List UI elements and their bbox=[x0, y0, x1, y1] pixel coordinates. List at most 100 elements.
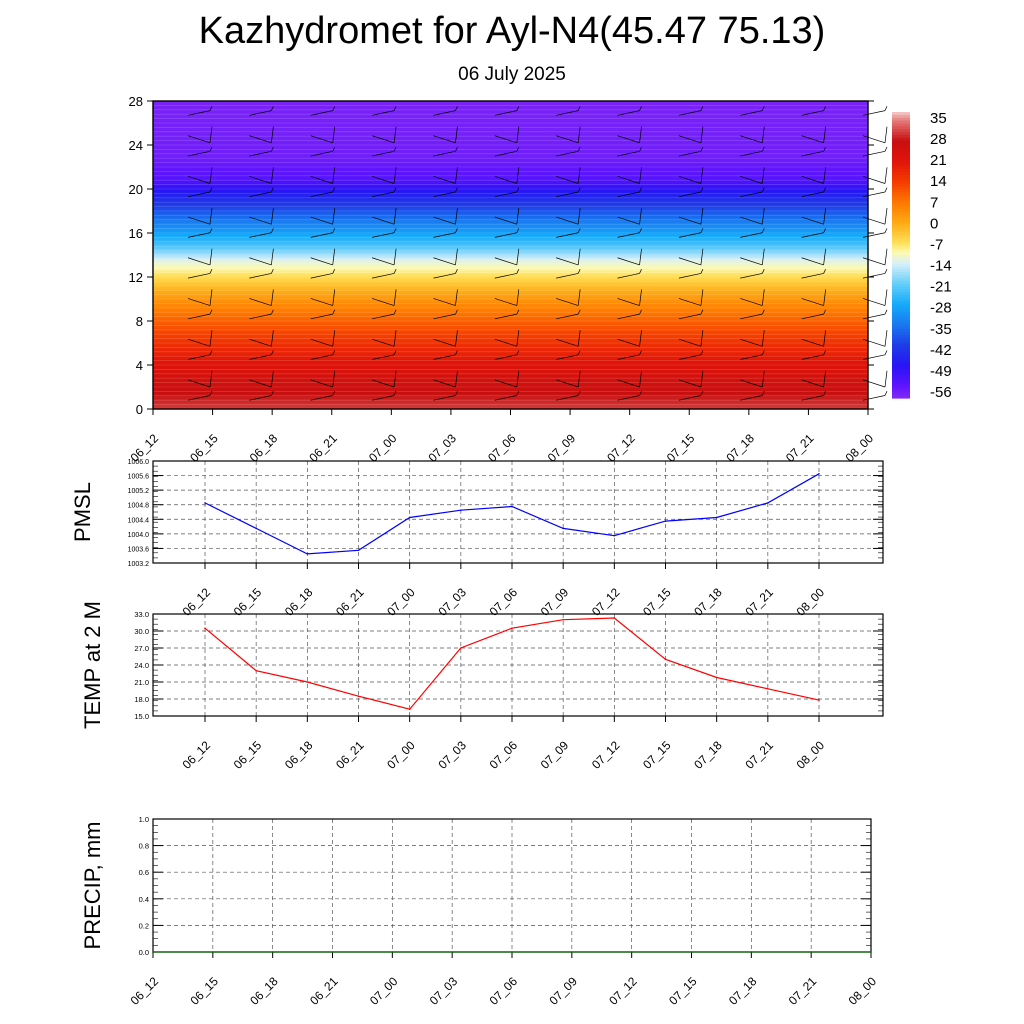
heatmap-band bbox=[153, 356, 868, 359]
heatmap-band bbox=[153, 164, 868, 168]
heatmap-band bbox=[153, 389, 868, 392]
wind-barb bbox=[433, 176, 456, 184]
wind-barb-flag bbox=[577, 167, 581, 184]
precip-data-point bbox=[511, 951, 513, 953]
heatmap-band bbox=[153, 360, 868, 364]
colorbar-segment bbox=[892, 212, 910, 216]
wind-barb-flag bbox=[393, 370, 397, 388]
colorbar-label: 21 bbox=[930, 152, 947, 169]
wind-barb bbox=[372, 354, 395, 360]
wind-barb bbox=[494, 216, 517, 225]
heatmap-band bbox=[153, 237, 868, 241]
wind-barb-flag bbox=[209, 126, 213, 143]
heatmap-band bbox=[153, 235, 868, 238]
wind-barb bbox=[310, 150, 333, 157]
colorbar-segment bbox=[892, 326, 910, 330]
heatmap-band bbox=[153, 371, 868, 375]
x-tick-label: 07_09 bbox=[545, 431, 579, 465]
wind-barb bbox=[862, 191, 886, 198]
colorbar-segment bbox=[892, 174, 910, 179]
wind-barb-flag bbox=[884, 350, 888, 355]
y-tick-label: 12 bbox=[129, 270, 143, 285]
heatmap-band bbox=[153, 173, 868, 177]
wind-barb-flag bbox=[332, 126, 336, 143]
wind-barb-flag bbox=[639, 350, 642, 355]
wind-barb bbox=[801, 110, 824, 116]
wind-barb bbox=[678, 273, 701, 279]
heatmap-band bbox=[153, 301, 868, 304]
heatmap-band bbox=[153, 310, 868, 313]
wind-barb bbox=[371, 257, 395, 266]
wind-barb-flag bbox=[884, 289, 888, 306]
wind-barb bbox=[372, 191, 395, 198]
wind-barb bbox=[494, 298, 517, 306]
wind-barb-flag bbox=[639, 309, 642, 315]
wind-barb-flag bbox=[209, 330, 213, 347]
temp-data-point bbox=[818, 699, 820, 701]
wind-barb-flag bbox=[577, 330, 581, 347]
heatmap-band bbox=[153, 345, 868, 348]
wind-barb-flag bbox=[209, 350, 213, 355]
wind-barb-flag bbox=[516, 268, 520, 274]
wind-barb bbox=[678, 298, 702, 306]
colorbar-label: -7 bbox=[930, 236, 943, 253]
heatmap-band bbox=[153, 182, 868, 186]
heatmap-band bbox=[153, 101, 868, 104]
heatmap-band bbox=[153, 336, 868, 340]
chart-title: Kazhydromet for Ayl-N4(45.47 75.13) bbox=[198, 10, 826, 52]
colorbar-label: 7 bbox=[930, 194, 938, 211]
colorbar-segment bbox=[892, 192, 910, 196]
x-tick-label: 07_06 bbox=[485, 431, 519, 465]
wind-barb bbox=[187, 338, 211, 347]
wind-barb-flag bbox=[761, 106, 765, 111]
wind-barb-flag bbox=[577, 350, 581, 355]
wind-barb bbox=[249, 150, 272, 157]
wind-barb-flag bbox=[516, 228, 520, 233]
wind-barb bbox=[187, 216, 211, 225]
wind-barb bbox=[310, 216, 333, 225]
pmsl-panel: 1003.2 1003.6 1004.0 1004.4 1004.8 1005.2 1005… bbox=[70, 459, 884, 619]
colorbar-segment bbox=[892, 137, 910, 142]
heatmap-band bbox=[153, 230, 868, 234]
wind-barb-flag bbox=[577, 289, 581, 306]
colorbar-segment bbox=[892, 206, 910, 210]
wind-barb bbox=[740, 216, 763, 225]
temp-panel: 15.0 18.0 21.0 24.0 27.0 30.0 33.0 06_12 06_15 06… bbox=[80, 601, 884, 772]
wind-barb-flag bbox=[516, 187, 520, 193]
colorbar-segment bbox=[892, 306, 910, 310]
wind-barb bbox=[494, 191, 517, 198]
wind-barb-flag bbox=[271, 146, 274, 152]
wind-barb bbox=[862, 176, 886, 184]
colorbar-segment bbox=[892, 389, 910, 393]
wind-barb-flag bbox=[577, 391, 581, 396]
wind-barb bbox=[433, 191, 456, 198]
wind-barb bbox=[617, 216, 640, 225]
wind-barb-flag bbox=[516, 330, 520, 347]
colorbar-segment bbox=[892, 297, 910, 302]
wind-barb bbox=[494, 176, 517, 184]
heatmap-band bbox=[153, 365, 868, 368]
heatmap-band bbox=[153, 112, 868, 115]
colorbar-segment bbox=[892, 260, 910, 265]
colorbar-segment bbox=[892, 183, 910, 187]
wind-barb-flag bbox=[823, 228, 826, 233]
wind-barb-flag bbox=[332, 228, 336, 233]
heatmap-band bbox=[153, 404, 868, 408]
wind-barb-flag bbox=[209, 248, 213, 265]
wind-barb-flag bbox=[455, 146, 458, 152]
wind-barb bbox=[801, 191, 824, 198]
wind-barb-flag bbox=[271, 167, 274, 184]
wind-barb bbox=[740, 257, 763, 266]
colorbar-segment bbox=[892, 209, 910, 213]
wind-barb-flag bbox=[332, 208, 336, 225]
wind-barb-flag bbox=[884, 330, 888, 347]
wind-barb-flag bbox=[455, 289, 458, 306]
heatmap-band bbox=[153, 283, 868, 287]
colorbar-segment bbox=[892, 277, 910, 282]
wind-barb-flag bbox=[884, 126, 888, 143]
wind-barb-flag bbox=[700, 167, 704, 184]
wind-barb bbox=[310, 313, 333, 320]
wind-barb bbox=[310, 273, 333, 279]
wind-barb-flag bbox=[393, 248, 397, 265]
wind-barb bbox=[310, 176, 333, 184]
